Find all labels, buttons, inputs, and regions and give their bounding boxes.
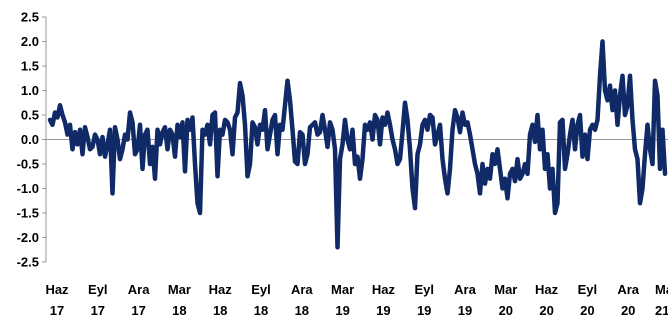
x-tick-month: Haz	[535, 282, 559, 297]
x-tick-month: Mar	[494, 282, 517, 297]
x-tick-year: 21	[655, 303, 668, 318]
y-tick-label: 1.0	[21, 83, 39, 98]
y-axis: 2.5 2.0 1.5 1.0 0.5 0.0 -0.5 -1.0 -1.5 -2.0 -2.5	[17, 10, 47, 270]
x-tick-month: Mar	[655, 282, 668, 297]
x-tick-month: Mar	[331, 282, 354, 297]
x-tick-year: 19	[376, 303, 390, 318]
x-tick-year: 19	[417, 303, 431, 318]
x-tick-year: 19	[458, 303, 472, 318]
y-tick-label: -1.0	[17, 181, 39, 196]
y-tick-label: 2.5	[21, 10, 39, 25]
x-tick-month: Ara	[291, 282, 313, 297]
x-tick-year: 19	[335, 303, 349, 318]
y-tick-label: 0.5	[21, 108, 39, 123]
x-tick-month: Mar	[168, 282, 191, 297]
series-group	[47, 39, 668, 250]
x-tick-year: 20	[580, 303, 594, 318]
x-tick-year: 20	[499, 303, 513, 318]
x-tick-year: 17	[131, 303, 145, 318]
x-tick-month: Ara	[454, 282, 476, 297]
y-tick-label: 0.0	[21, 132, 39, 147]
y-tick-label: 1.5	[21, 59, 39, 74]
x-tick-month: Eyl	[251, 282, 271, 297]
x-tick-month: Haz	[372, 282, 396, 297]
x-tick-year: 18	[295, 303, 309, 318]
x-tick-year: 20	[621, 303, 635, 318]
x-tick-year: 18	[213, 303, 227, 318]
x-tick-month: Haz	[45, 282, 69, 297]
x-tick-year: 17	[91, 303, 105, 318]
y-tick-label: -1.5	[17, 206, 39, 221]
x-tick-month: Eyl	[578, 282, 598, 297]
x-axis: Haz 17 Eyl 17 Ara 17 Mar 18 Haz 18 Eyl 18 Ara 18 Mar 19…	[45, 282, 668, 318]
x-tick-month: Eyl	[88, 282, 108, 297]
x-tick-month: Haz	[209, 282, 233, 297]
x-tick-month: Ara	[617, 282, 639, 297]
x-tick-year: 18	[172, 303, 186, 318]
y-tick-label: 2.0	[21, 34, 39, 49]
x-tick-month: Ara	[128, 282, 150, 297]
x-tick-year: 20	[539, 303, 553, 318]
x-tick-year: 18	[254, 303, 268, 318]
y-tick-label: -2.5	[17, 255, 39, 270]
x-tick-year: 17	[50, 303, 64, 318]
y-tick-label: -2.0	[17, 230, 39, 245]
y-tick-label: -0.5	[17, 157, 39, 172]
series-line	[47, 39, 668, 250]
x-tick-month: Eyl	[414, 282, 434, 297]
